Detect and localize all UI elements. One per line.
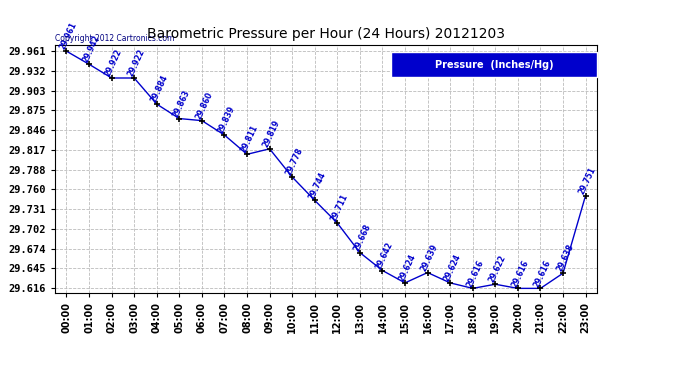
Text: 29.668: 29.668	[352, 222, 372, 253]
FancyBboxPatch shape	[391, 53, 597, 77]
Text: 29.884: 29.884	[148, 74, 169, 104]
Text: 29.616: 29.616	[532, 258, 553, 288]
Text: 29.642: 29.642	[374, 240, 395, 270]
Text: Pressure  (Inches/Hg): Pressure (Inches/Hg)	[435, 60, 553, 70]
Text: 29.751: 29.751	[578, 165, 598, 196]
Text: 29.922: 29.922	[126, 48, 146, 78]
Title: Barometric Pressure per Hour (24 Hours) 20121203: Barometric Pressure per Hour (24 Hours) …	[147, 27, 505, 41]
Text: 29.616: 29.616	[510, 258, 530, 288]
Text: 29.639: 29.639	[420, 242, 440, 273]
Text: 29.622: 29.622	[487, 254, 508, 284]
Text: 29.778: 29.778	[284, 147, 305, 177]
Text: 29.961: 29.961	[59, 21, 79, 51]
Text: 29.839: 29.839	[216, 105, 237, 135]
Text: 29.942: 29.942	[81, 34, 101, 64]
Text: 29.860: 29.860	[194, 90, 215, 121]
Text: 29.811: 29.811	[239, 124, 259, 154]
Text: 29.711: 29.711	[329, 193, 350, 223]
Text: 29.819: 29.819	[262, 118, 282, 149]
Text: 29.624: 29.624	[397, 253, 417, 283]
Text: 29.616: 29.616	[464, 258, 485, 288]
Text: Copyright 2012 Cartronics.com: Copyright 2012 Cartronics.com	[55, 33, 175, 42]
Text: 29.863: 29.863	[171, 88, 192, 118]
Text: 29.624: 29.624	[442, 253, 462, 283]
Text: 29.638: 29.638	[555, 243, 575, 273]
Text: 29.922: 29.922	[104, 48, 124, 78]
Text: 29.744: 29.744	[306, 170, 327, 200]
